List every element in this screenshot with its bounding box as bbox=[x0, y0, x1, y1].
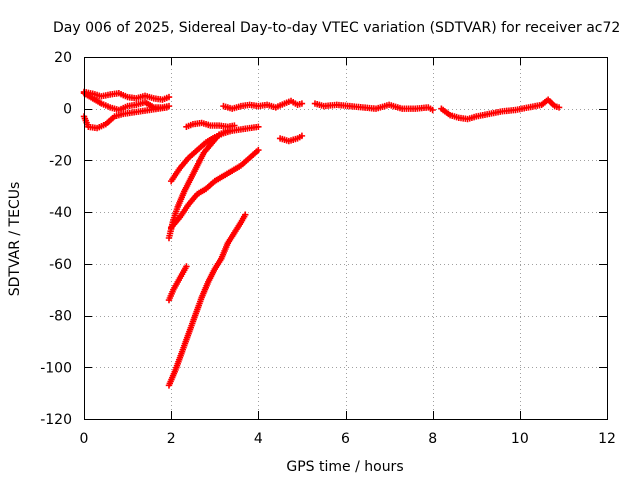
x-axis-title: GPS time / hours bbox=[286, 459, 403, 475]
series-arc-day-3 bbox=[438, 96, 563, 123]
data-point bbox=[165, 93, 173, 101]
y-tick-label: 20 bbox=[54, 50, 72, 66]
series-arc-mid-3 bbox=[165, 127, 232, 242]
x-tick-label: 0 bbox=[80, 431, 89, 447]
data-point bbox=[255, 123, 262, 131]
data-point bbox=[298, 132, 306, 140]
data-point bbox=[429, 106, 436, 114]
series-arc-top-c bbox=[80, 104, 171, 132]
x-tick-label: 8 bbox=[428, 431, 437, 447]
series-arc-top-b bbox=[80, 90, 173, 114]
data-point bbox=[163, 104, 171, 111]
data-point bbox=[242, 211, 249, 218]
x-tick-label: 10 bbox=[511, 431, 529, 447]
series-arc-mid-1 bbox=[183, 119, 238, 131]
series-arc-mid-2 bbox=[167, 123, 262, 185]
y-tick-label: -20 bbox=[49, 153, 72, 169]
grid-layer bbox=[84, 57, 607, 419]
series-arc-low-2 bbox=[165, 211, 249, 389]
y-tick-label: -100 bbox=[40, 360, 72, 376]
series-arc-day-1 bbox=[220, 97, 306, 112]
y-tick-label: 0 bbox=[63, 102, 72, 118]
series-arc-mid-4 bbox=[167, 146, 262, 231]
data-point bbox=[224, 127, 232, 134]
y-tick-label: -60 bbox=[49, 257, 72, 273]
x-tick-label: 2 bbox=[167, 431, 176, 447]
x-tick-label: 4 bbox=[254, 431, 263, 447]
x-tick-label: 6 bbox=[341, 431, 350, 447]
y-tick-label: -80 bbox=[49, 309, 72, 325]
data-point bbox=[555, 104, 563, 111]
y-axis-title: SDTVAR / TECUs bbox=[7, 182, 23, 297]
y-tick-label: -120 bbox=[40, 412, 72, 428]
x-tick-label: 12 bbox=[598, 431, 616, 447]
data-layer bbox=[80, 88, 563, 389]
chart-title: Day 006 of 2025, Sidereal Day-to-day VTE… bbox=[53, 20, 620, 36]
series-arc-low-1 bbox=[165, 263, 190, 304]
plot-frame bbox=[84, 57, 608, 420]
data-point bbox=[183, 263, 190, 270]
y-tick-label: -40 bbox=[49, 205, 72, 221]
data-point bbox=[255, 146, 262, 154]
series-arc-short bbox=[276, 132, 306, 145]
data-point bbox=[298, 100, 306, 107]
series-arc-day-2 bbox=[311, 100, 436, 114]
